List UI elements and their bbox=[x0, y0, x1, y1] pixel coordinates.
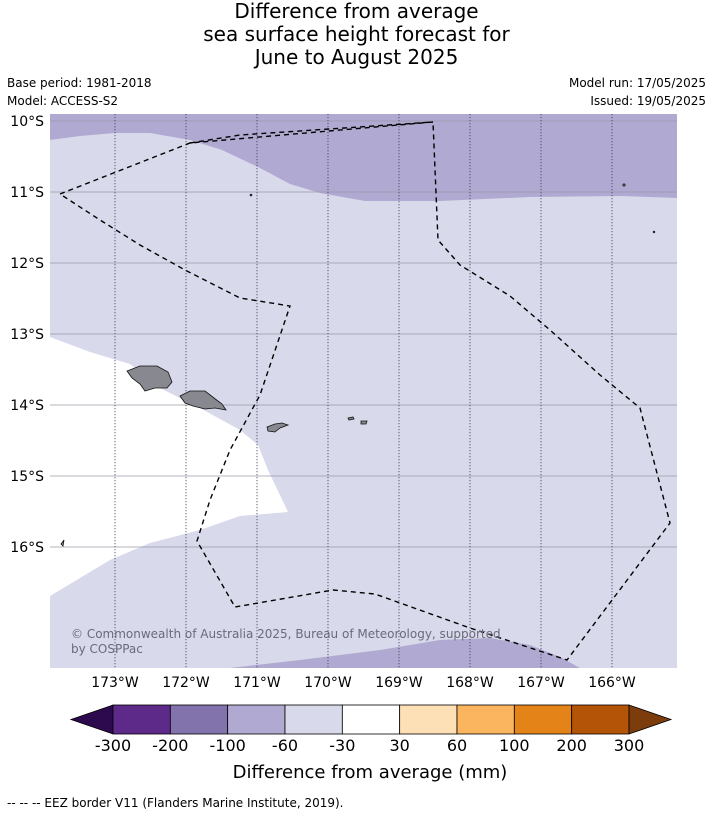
lon-label-171w: 171°W bbox=[233, 675, 281, 691]
longitude-labels: 173°W 172°W 171°W 170°W 169°W 168°W 167°… bbox=[91, 675, 636, 691]
gridlines bbox=[50, 114, 677, 668]
colorbar-segment bbox=[571, 704, 630, 735]
colorbar-segment bbox=[341, 704, 401, 735]
eez-samoa bbox=[58, 121, 671, 661]
lat-label-14s: 14°S bbox=[10, 398, 44, 414]
island-nukunonu bbox=[622, 183, 626, 187]
lon-label-170w: 170°W bbox=[304, 675, 352, 691]
colorbar-tick-label: 200 bbox=[556, 736, 587, 755]
title-line-2: sea surface height forecast for bbox=[203, 22, 510, 46]
colorbar-segment bbox=[112, 704, 171, 735]
lat-label-12s: 12°S bbox=[10, 256, 44, 272]
island-savaii bbox=[126, 365, 173, 392]
colorbar: -300 -200 -100 -60 -30 30 60 100 200 300 bbox=[69, 704, 673, 755]
island-manua bbox=[347, 416, 368, 425]
colorbar-tick-label: -60 bbox=[272, 736, 298, 755]
lon-label-166w: 166°W bbox=[588, 675, 636, 691]
colorbar-segment bbox=[513, 704, 573, 735]
island-tutuila bbox=[266, 422, 290, 433]
model-run: Model run: 17/05/2025 bbox=[568, 76, 706, 90]
colorbar-segment bbox=[456, 704, 515, 735]
sea-anomaly-darker-south bbox=[230, 638, 580, 668]
colorbar-segment bbox=[169, 704, 229, 735]
latitude-labels: 10°S 11°S 12°S 13°S 14°S 15°S 16°S bbox=[10, 114, 44, 556]
land-masses bbox=[60, 183, 656, 547]
colorbar-tick-label: -30 bbox=[329, 736, 355, 755]
map-plot-area bbox=[50, 114, 677, 668]
island-swains bbox=[249, 193, 253, 197]
metadata-left: Base period: 1981-2018 Model: ACCESS-S2 bbox=[7, 74, 152, 110]
lon-label-168w: 168°W bbox=[446, 675, 494, 691]
colorbar-tick-label: -100 bbox=[210, 736, 246, 755]
lat-label-16s: 16°S bbox=[10, 540, 44, 556]
lon-label-173w: 173°W bbox=[91, 675, 139, 691]
island-olohega bbox=[652, 230, 656, 234]
copyright-line-2: by COSPPac bbox=[71, 642, 143, 656]
eez-borders bbox=[58, 121, 671, 661]
copyright-line-1: © Commonwealth of Australia 2025, Bureau… bbox=[71, 627, 501, 641]
lat-label-13s: 13°S bbox=[10, 327, 44, 343]
sea-anomaly-near-average bbox=[50, 337, 288, 596]
issued-date: Issued: 19/05/2025 bbox=[590, 94, 706, 108]
colorbar-segment bbox=[284, 704, 343, 735]
lat-label-10s: 10°S bbox=[10, 114, 44, 130]
island-upolu bbox=[179, 390, 227, 411]
colorbar-segment bbox=[399, 704, 458, 735]
colorbar-segment bbox=[227, 704, 286, 735]
base-period: Base period: 1981-2018 bbox=[7, 76, 152, 90]
lat-label-11s: 11°S bbox=[10, 185, 44, 201]
colorbar-label: Difference from average (mm) bbox=[233, 762, 508, 783]
colorbar-tick-label: 100 bbox=[499, 736, 530, 755]
colorbar-tick-label: 60 bbox=[447, 736, 467, 755]
lon-label-172w: 172°W bbox=[162, 675, 210, 691]
colorbar-tick-label: 300 bbox=[614, 736, 645, 755]
sea-anomaly-darker-north bbox=[50, 114, 677, 201]
map-title: Difference from average sea surface heig… bbox=[0, 0, 713, 69]
eez-legend-note: -- -- -- EEZ border V11 (Flanders Marine… bbox=[7, 796, 344, 810]
lat-label-15s: 15°S bbox=[10, 469, 44, 485]
island-small-west bbox=[60, 539, 65, 547]
colorbar-tick-label: -200 bbox=[152, 736, 188, 755]
colorbar-extension-high bbox=[628, 704, 673, 735]
model-name: Model: ACCESS-S2 bbox=[7, 94, 119, 108]
title-line-1: Difference from average bbox=[234, 0, 479, 23]
colorbar-tick-label: -300 bbox=[95, 736, 131, 755]
colorbar-extension-low bbox=[69, 704, 114, 735]
colorbar-tick-label: 30 bbox=[389, 736, 409, 755]
lon-label-169w: 169°W bbox=[375, 675, 423, 691]
lon-label-167w: 167°W bbox=[517, 675, 565, 691]
metadata-right: Model run: 17/05/2025 Issued: 19/05/2025 bbox=[569, 74, 706, 110]
title-line-3: June to August 2025 bbox=[254, 45, 459, 69]
